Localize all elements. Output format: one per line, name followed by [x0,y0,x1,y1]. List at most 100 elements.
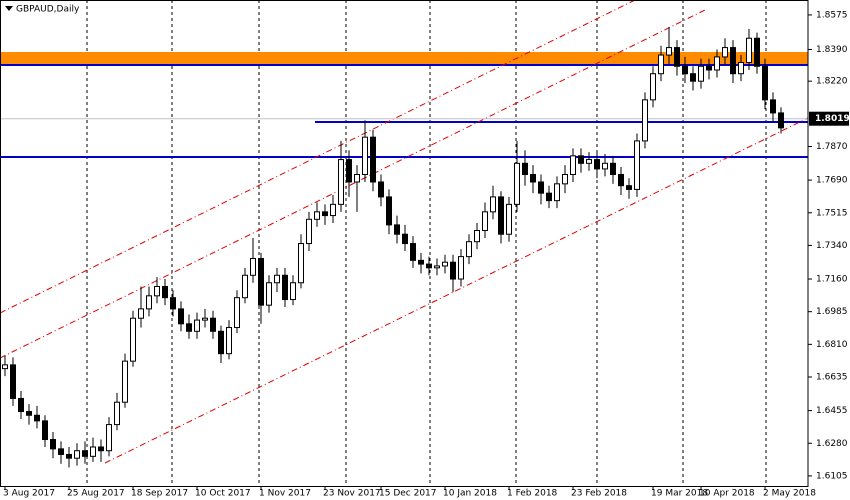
candle-body [202,317,208,321]
chart-title: GBPAUD,Daily [16,5,80,15]
candle-body [370,136,376,183]
candle-body [354,174,360,183]
x-tick-label: 10 Jan 2018 [443,489,497,499]
x-tick-label: 23 Feb 2018 [571,489,627,499]
y-tick-label: 1.8220 [816,77,848,87]
candle-body [74,450,80,459]
candle-body [146,295,152,310]
candle-body [450,261,456,280]
candle-body [498,196,504,235]
candle-body [130,317,136,362]
candle-body [26,411,32,416]
candle-body [434,265,440,269]
candle-body [346,159,352,183]
y-tick-label: 1.6455 [816,406,848,416]
candle-body [754,37,760,67]
candle-body [58,448,64,455]
y-tick-label: 1.6105 [816,471,848,481]
y-tick-label: 1.8390 [816,45,848,55]
y-tick-label: 1.6635 [816,373,848,383]
candle-body [642,99,648,142]
candle-body [666,47,672,56]
candle-body [578,155,584,164]
candle-body [290,282,296,301]
current-price-box [809,111,849,126]
candle-body [778,112,784,129]
x-tick-label: 1 Feb 2018 [507,489,558,499]
candle-body [378,181,384,198]
plot-frame [0,0,809,487]
candle-body [706,65,712,71]
candle-body [730,47,736,75]
candle-body [274,274,280,284]
candle-body [402,233,408,245]
candle-body [554,183,560,202]
candle-body [722,47,728,58]
candle-body [282,274,288,301]
candle-body [266,282,272,306]
candle-body [690,73,696,82]
candle-body [186,323,192,332]
candle-body [18,397,24,413]
candle-body [650,73,656,101]
candle-body [138,308,144,319]
y-tick-label: 1.8575 [816,10,848,20]
candle-body [594,159,600,170]
candle-body [42,420,48,441]
candle-body [410,243,416,261]
candle-body [34,414,40,422]
candle-body [490,196,496,213]
resistance-zone [0,52,808,66]
candle-body [322,211,328,217]
title-icon [5,6,13,11]
candle-body [162,285,168,299]
candle-body [546,192,552,202]
candle-body [458,256,464,280]
candle-body [50,439,56,450]
candle-body [418,259,424,265]
x-tick-label: 15 Dec 2017 [379,489,437,499]
candle-body [170,297,176,310]
y-tick-label: 1.7870 [816,142,848,152]
candle-body [194,319,200,332]
candle-body [362,136,368,176]
x-tick-label: 23 Nov 2017 [323,489,381,499]
candle-body [218,330,224,355]
candle-body [682,65,688,75]
candle-body [522,162,528,176]
candle-body [98,446,104,452]
candle-body [626,185,632,190]
candle-body [330,203,336,217]
candle-body [634,140,640,190]
candle-body [82,450,88,457]
candle-body [114,401,120,426]
candle-body [314,211,320,220]
candle-body [530,174,536,183]
candle-body [762,65,768,101]
candle-body [386,196,392,226]
candle-body [674,47,680,67]
candle-body [770,99,776,114]
candle-body [258,257,264,306]
x-tick-label: 10 Oct 2017 [195,489,251,499]
candle-body [10,364,16,399]
x-tick-label: 3 Aug 2017 [3,489,55,499]
x-tick-label: 1 Nov 2017 [259,489,311,499]
x-tick-label: 2 May 2018 [763,489,816,499]
candle-body [538,181,544,194]
candle-body [610,162,616,176]
candle-body [482,211,488,231]
x-tick-label: 19 Mar 2018 [651,489,708,499]
candle-body [714,56,720,71]
candle-body [210,317,216,332]
candle-body [2,364,8,370]
candle-body [466,241,472,258]
candle-body [242,274,248,299]
candle-body [154,285,160,297]
channel [0,0,809,464]
candle-body [618,174,624,187]
plot [0,27,808,468]
candle-body [514,162,520,205]
